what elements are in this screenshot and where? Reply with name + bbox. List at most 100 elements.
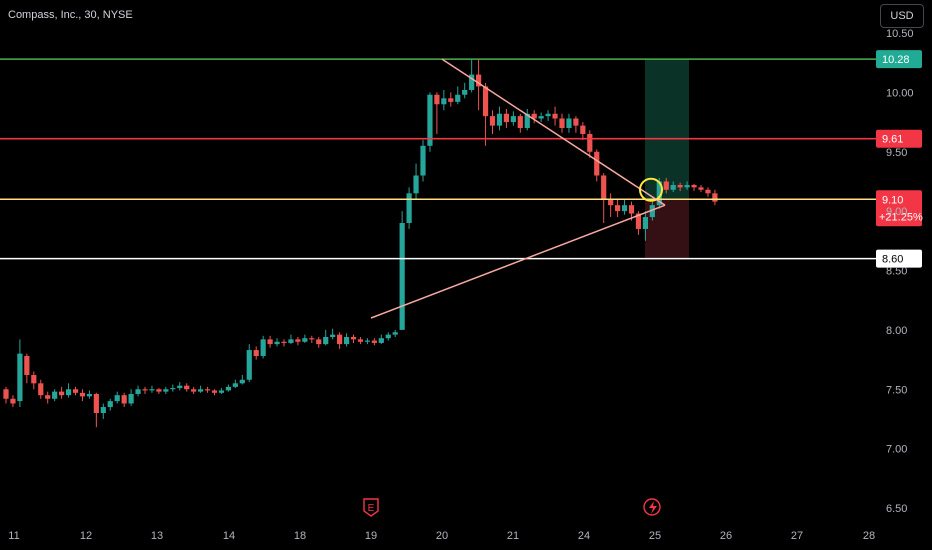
candle-body (434, 94, 440, 105)
red-level-label: 9.61 (882, 134, 903, 146)
price-tick-label: 6.50 (886, 503, 907, 515)
candle (93, 392, 99, 428)
date-tick-label: 11 (8, 530, 19, 542)
candle-body (253, 350, 259, 356)
candle-body (378, 338, 384, 343)
white-level-badge (876, 249, 922, 268)
green-level-badge (876, 50, 922, 69)
candle-body (559, 118, 565, 128)
candle (135, 385, 141, 397)
candle (545, 110, 551, 121)
candle (142, 386, 148, 394)
candle (260, 335, 266, 359)
candle (52, 389, 58, 402)
candle-body (281, 341, 287, 343)
candle-body (413, 175, 419, 194)
candle (107, 398, 113, 411)
candle (712, 189, 718, 206)
candle (357, 337, 364, 345)
candle (86, 390, 92, 399)
candle-body (663, 181, 669, 190)
candle-body (656, 181, 662, 206)
candle (232, 379, 238, 389)
candle-body (274, 341, 280, 345)
earnings-marker (363, 498, 379, 517)
candle (281, 339, 287, 347)
candle-body (65, 389, 72, 396)
candle-body (524, 113, 530, 128)
date-tick-label: 14 (223, 530, 235, 542)
candle (531, 110, 537, 124)
candle-body (100, 407, 106, 413)
candle (253, 346, 259, 360)
candle (350, 334, 357, 343)
candle-body (538, 116, 544, 119)
candle (552, 106, 558, 126)
candle-body (295, 339, 301, 342)
candle (337, 332, 343, 349)
earnings-label: E (368, 503, 375, 514)
candle-body (204, 389, 211, 391)
candle (198, 385, 204, 393)
candle-body (149, 389, 155, 391)
candle-body (225, 386, 231, 391)
candle-body (135, 389, 141, 394)
candle-body (142, 389, 148, 391)
candle-body (462, 90, 468, 95)
candle-body (476, 74, 482, 87)
candle (517, 113, 523, 133)
candle (100, 403, 106, 419)
triangle-upper-line (441, 58, 666, 206)
candle (615, 199, 621, 218)
candle-body (482, 86, 489, 117)
candle-body (337, 334, 343, 345)
reward-zone (645, 59, 689, 200)
candle (538, 112, 544, 123)
candle-body (642, 217, 648, 229)
candle-body (580, 125, 586, 134)
candle (476, 59, 482, 111)
candle (663, 177, 669, 194)
currency-button[interactable]: USD (880, 4, 924, 28)
candle-body (698, 187, 704, 190)
candle-body (385, 334, 391, 339)
candle (17, 339, 23, 408)
candle (510, 111, 516, 126)
candle-body (59, 391, 65, 396)
event-markers: E (363, 498, 661, 517)
candle-body (691, 185, 697, 188)
candle (65, 383, 72, 398)
candle-body (17, 353, 23, 402)
candle-body (38, 383, 44, 396)
chart-title: Compass, Inc., 30, NYSE (8, 9, 133, 21)
candle-body (114, 395, 120, 402)
candle (274, 338, 280, 347)
candle (295, 337, 301, 346)
candle-body (427, 94, 433, 146)
date-tick-label: 27 (791, 530, 803, 542)
candle (566, 113, 572, 133)
candle-body (510, 116, 516, 123)
lightning-icon (643, 498, 661, 516)
candle (239, 375, 245, 385)
date-tick-label: 24 (578, 530, 590, 542)
candle (45, 391, 51, 404)
candle (580, 122, 586, 140)
candle (149, 385, 155, 393)
change-percent-label: +21.25% (879, 211, 923, 223)
candle-body (52, 391, 58, 399)
candle-body (24, 356, 30, 375)
candle (371, 338, 377, 346)
candle (302, 334, 308, 343)
event-circle (643, 498, 661, 516)
candle (267, 335, 273, 348)
candle-body (309, 338, 315, 340)
candle-body (184, 385, 190, 390)
candle (406, 187, 412, 229)
price-tick-label: 10.00 (886, 87, 914, 99)
price-levels: 10.28 9.61 9.10 +21.25% 8.60 (0, 50, 923, 268)
candle-body (420, 145, 426, 176)
date-tick-label: 25 (649, 530, 661, 542)
candle (455, 86, 461, 105)
